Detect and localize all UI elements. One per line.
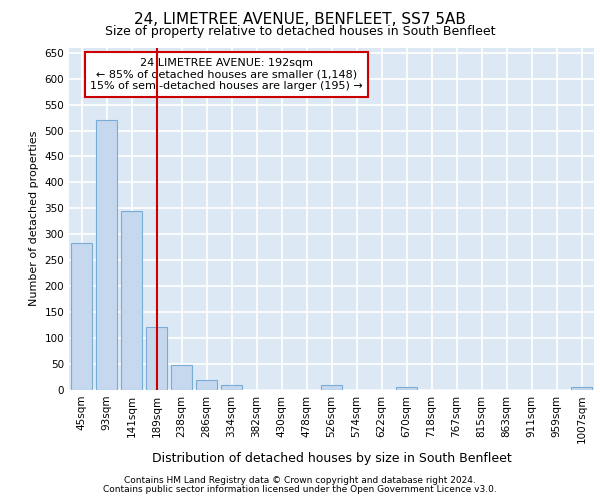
Bar (571, 388, 592, 390)
X-axis label: Distribution of detached houses by size in South Benfleet: Distribution of detached houses by size … (152, 452, 511, 464)
Text: Contains public sector information licensed under the Open Government Licence v3: Contains public sector information licen… (103, 485, 497, 494)
Bar (221, 385, 242, 390)
Bar (171, 365, 192, 390)
Y-axis label: Number of detached properties: Number of detached properties (29, 131, 39, 306)
Bar (71, 242, 92, 390)
Bar (146, 326, 167, 390)
Bar (196, 380, 217, 390)
Bar (321, 385, 342, 390)
Bar (396, 388, 417, 390)
Text: Size of property relative to detached houses in South Benfleet: Size of property relative to detached ho… (105, 25, 495, 38)
Bar (121, 211, 142, 390)
Text: 24, LIMETREE AVENUE, BENFLEET, SS7 5AB: 24, LIMETREE AVENUE, BENFLEET, SS7 5AB (134, 12, 466, 28)
Bar (96, 120, 117, 390)
Text: 24 LIMETREE AVENUE: 192sqm
← 85% of detached houses are smaller (1,148)
15% of s: 24 LIMETREE AVENUE: 192sqm ← 85% of deta… (90, 58, 363, 91)
Text: Contains HM Land Registry data © Crown copyright and database right 2024.: Contains HM Land Registry data © Crown c… (124, 476, 476, 485)
